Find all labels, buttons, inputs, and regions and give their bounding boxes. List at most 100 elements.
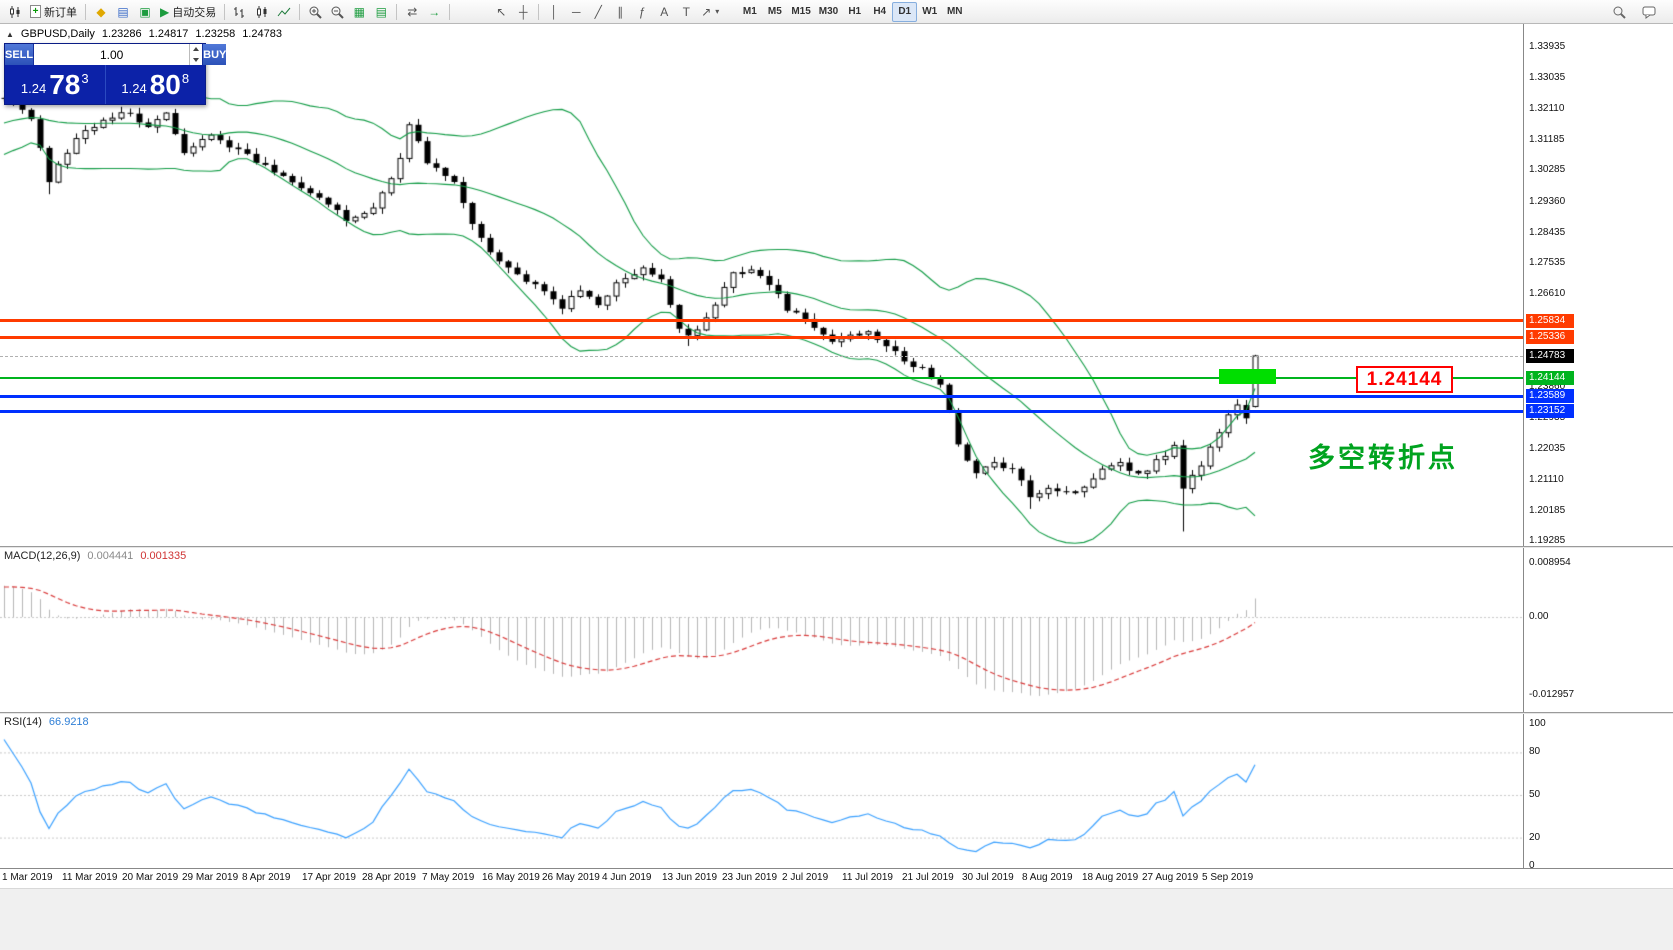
- date-tick-label: 29 Mar 2019: [182, 872, 239, 883]
- cascade-windows-button[interactable]: ▤: [370, 2, 392, 22]
- arrows-icon: ↗: [701, 4, 712, 19]
- volume-input[interactable]: [34, 44, 190, 65]
- date-tick-label: 28 Apr 2019: [362, 872, 416, 883]
- metaeditor-button[interactable]: ◆: [90, 2, 112, 22]
- price-tick-label: 1.23860: [1529, 381, 1566, 393]
- volume-stepper: [189, 44, 202, 65]
- date-tick-label: 30 Jul 2019: [962, 872, 1014, 883]
- chevron-down-icon: ▾: [715, 7, 720, 16]
- timeframe-button-mn[interactable]: MN: [946, 6, 963, 17]
- highlight-rectangle[interactable]: [1219, 369, 1276, 384]
- text-tool-button[interactable]: A: [653, 2, 675, 22]
- sell-price-big: 78: [49, 68, 81, 100]
- line-chart-icon: [277, 7, 291, 16]
- time-scale[interactable]: 1 Mar 2019 11 Mar 2019 20 Mar 2019 29 Mar 2…: [0, 868, 1673, 888]
- zoom-in-button[interactable]: [304, 2, 326, 22]
- new-chart-button[interactable]: [4, 2, 26, 22]
- date-tick-label: 20 Mar 2019: [122, 872, 179, 883]
- ohlc-close: 1.24783: [242, 28, 282, 40]
- chart-shift-button[interactable]: ⇄: [401, 2, 423, 22]
- chat-button[interactable]: [1638, 2, 1661, 22]
- fibonacci-tool-button[interactable]: ƒ: [631, 2, 653, 22]
- data-window-button[interactable]: ▣: [134, 2, 156, 22]
- channel-icon: ∥: [617, 4, 624, 19]
- new-chart-icon: [10, 5, 20, 18]
- metaeditor-icon: ◆: [96, 4, 106, 19]
- channel-tool-button[interactable]: ∥: [609, 2, 631, 22]
- price-annotation-box[interactable]: 1.24144: [1356, 366, 1453, 393]
- turning-point-annotation[interactable]: 多空转折点: [1308, 443, 1458, 473]
- ohlc-open: 1.23286: [101, 28, 142, 40]
- timeframe-button-m5[interactable]: M5: [767, 6, 782, 17]
- rsi-scale-label: 20: [1529, 831, 1541, 843]
- market-watch-button[interactable]: ▤: [112, 2, 134, 22]
- horizontal-line-tool-button[interactable]: ─: [565, 2, 587, 22]
- collapse-trade-panel-icon[interactable]: ▲: [6, 29, 14, 39]
- date-tick-label: 26 May 2019: [542, 872, 600, 883]
- rsi-canvas[interactable]: [0, 714, 1523, 868]
- timeframe-button-d1[interactable]: D1: [892, 1, 918, 22]
- price-annotation-text: 1.24144: [1366, 368, 1443, 390]
- sell-price[interactable]: 1.24 78 3: [5, 65, 105, 104]
- macd-panel: MACD(12,26,9) 0.004441 0.001335: [0, 548, 1523, 712]
- rsi-name: RSI(14): [4, 716, 42, 728]
- timeframe-button-h4[interactable]: H4: [873, 6, 887, 17]
- timeframe-button-m30[interactable]: M30: [818, 6, 839, 17]
- date-tick-label: 11 Mar 2019: [62, 872, 118, 883]
- panel-separator[interactable]: [0, 546, 1673, 548]
- price-scale[interactable]: 1.33935 1.33035 1.32110 1.31185 1.30285 1.293…: [1523, 24, 1673, 871]
- trendline-tool-button[interactable]: ╱: [587, 2, 609, 22]
- buy-button[interactable]: BUY: [203, 44, 227, 65]
- date-tick-label: 13 Jun 2019: [662, 872, 718, 883]
- price-chart-canvas[interactable]: [0, 24, 1523, 546]
- buy-price[interactable]: 1.24 80 8: [104, 65, 206, 104]
- volume-down-button[interactable]: [190, 55, 202, 66]
- line-chart-button[interactable]: [273, 2, 295, 22]
- buy-price-small: 1.24: [121, 81, 147, 96]
- text-icon: A: [660, 4, 669, 19]
- zoom-out-button[interactable]: [326, 2, 348, 22]
- text-label-tool-button[interactable]: T: [675, 2, 697, 22]
- trendline-icon: ╱: [594, 4, 602, 19]
- autotrading-button[interactable]: ▶ 自动交易: [156, 2, 220, 22]
- auto-scroll-icon: →: [428, 4, 441, 19]
- rsi-panel: RSI(14) 66.9218: [0, 714, 1523, 868]
- volume-up-button[interactable]: [190, 44, 202, 55]
- window-bottom-area: [0, 888, 1673, 950]
- panel-separator[interactable]: [0, 712, 1673, 714]
- timeframe-button-m15[interactable]: M15: [791, 6, 811, 17]
- vertical-line-tool-button[interactable]: │: [543, 2, 565, 22]
- timeframe-button-m1[interactable]: M1: [742, 6, 757, 17]
- new-order-button[interactable]: + 新订单: [26, 2, 81, 22]
- bar-chart-button[interactable]: [229, 2, 251, 22]
- search-button[interactable]: [1608, 2, 1630, 22]
- crosshair-icon: ┼: [518, 4, 528, 19]
- zoom-out-icon: [331, 6, 344, 19]
- arrow-down-icon: [193, 57, 200, 62]
- rsi-value: 66.9218: [48, 716, 89, 728]
- date-tick-label: 21 Jul 2019: [902, 872, 954, 883]
- price-level-label: 1.25834: [1526, 313, 1574, 328]
- crosshair-tool-button[interactable]: ┼: [512, 2, 534, 22]
- tile-windows-button[interactable]: ▦: [348, 2, 370, 22]
- price-tick-label: 1.28435: [1529, 226, 1566, 238]
- auto-scroll-button[interactable]: →: [423, 2, 445, 22]
- rsi-scale-label: 0: [1529, 860, 1535, 871]
- autotrading-icon: ▶: [160, 4, 170, 19]
- autotrading-label: 自动交易: [172, 6, 217, 19]
- price-tick-label: 1.33935: [1529, 41, 1566, 53]
- sell-button[interactable]: SELL: [5, 44, 34, 65]
- arrows-tool-button[interactable]: ↗ ▾: [697, 2, 723, 22]
- cursor-tool-button[interactable]: ↖: [490, 2, 512, 22]
- date-tick-label: 11 Jul 2019: [842, 872, 893, 883]
- timeframe-group: M1 M5 M15 M30 H1 H4 D1 W1 MN: [737, 1, 967, 22]
- price-level-label: 1.25336: [1526, 330, 1574, 345]
- macd-canvas[interactable]: [0, 548, 1523, 712]
- market-watch-icon: ▤: [117, 4, 129, 19]
- toolbar-separator: [538, 3, 540, 20]
- candlestick-chart-button[interactable]: [251, 2, 273, 22]
- one-click-trading-panel: SELL BUY 1.24 78 3 1.24 80 8: [4, 43, 227, 105]
- timeframe-button-w1[interactable]: W1: [922, 6, 938, 17]
- timeframe-button-h1[interactable]: H1: [848, 6, 862, 17]
- date-tick-label: 4 Jun 2019: [602, 872, 652, 883]
